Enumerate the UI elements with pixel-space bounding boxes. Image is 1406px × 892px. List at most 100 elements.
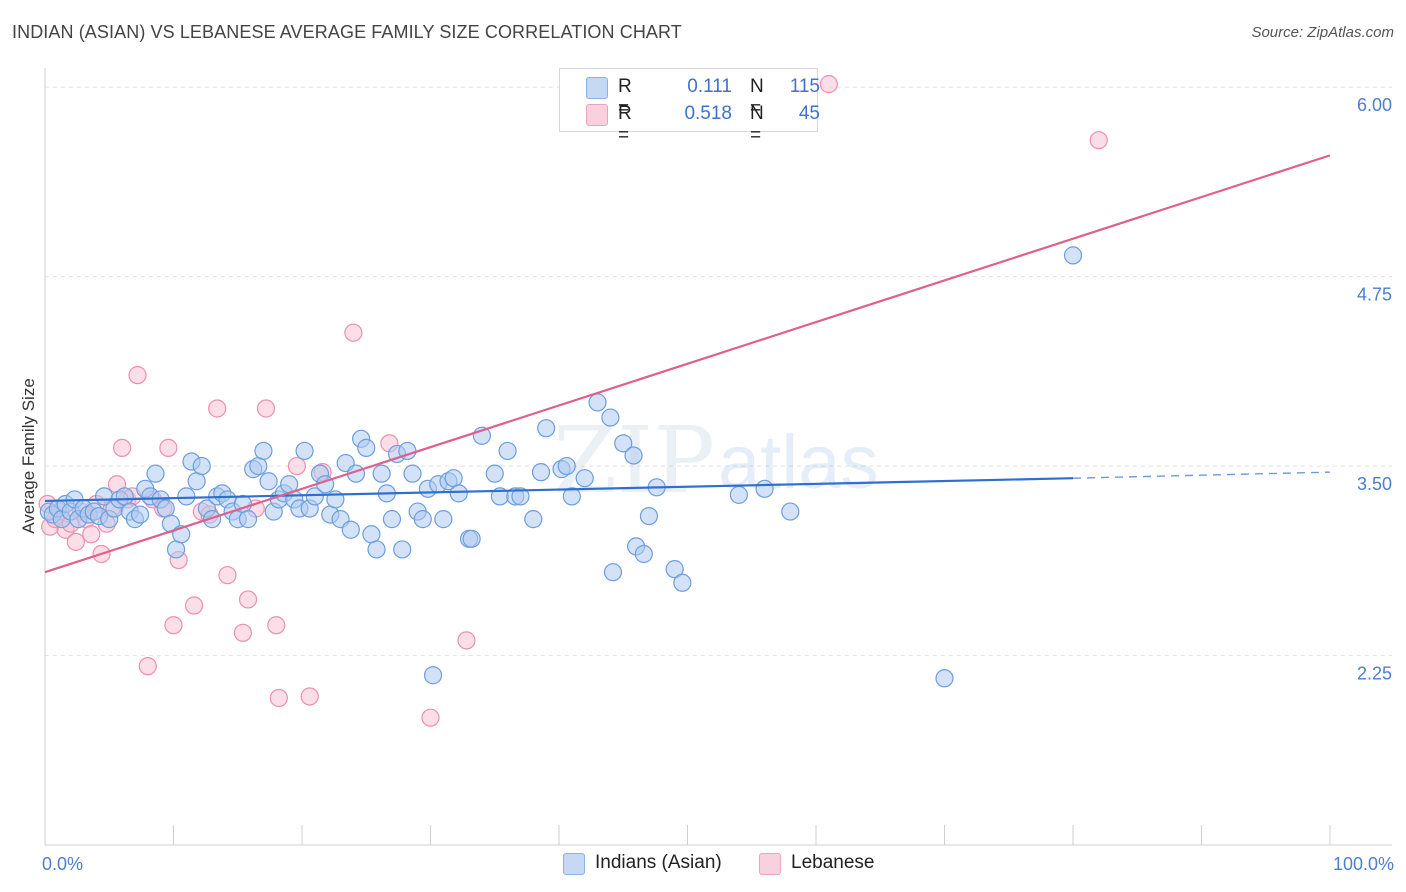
lebanese-point [457,631,476,650]
indians-point [357,438,376,457]
lebanese-point [218,566,237,585]
indians-point [130,505,150,524]
indians-point [362,525,381,544]
indians-point [781,502,800,521]
bottom-legend-label-indians: Indians (Asian) [595,852,722,873]
axes [44,68,1392,846]
indians-point [434,510,453,529]
indians-point [295,441,314,461]
y-tick-label: 4.75 [1357,285,1392,305]
indians-point [639,506,659,526]
indians-point [614,434,633,453]
indians-point [254,441,273,461]
y-tick-label: 6.00 [1357,95,1392,115]
indians-point [156,499,175,518]
indians-point [413,510,432,529]
legend-n-value: 115 [789,76,820,97]
lebanese-point [138,657,157,676]
bottom-legend-label-lebanese: Lebanese [791,852,875,873]
lebanese-point [164,616,183,635]
lebanese-point [112,438,132,457]
indians-point [192,456,211,476]
indians-point [403,464,422,483]
indians-point [367,540,386,559]
chart-title: INDIAN (ASIAN) VS LEBANESE AVERAGE FAMIL… [12,22,682,42]
legend-swatch-lebanese [586,104,608,126]
legend-n-value: 45 [798,103,820,124]
lebanese-point [238,590,258,609]
lebanese-trend-line [44,154,1331,574]
lebanese-point [267,616,286,635]
lebanese-point [233,623,252,642]
indians-point [531,463,551,482]
legend-n-label: N = [750,103,764,146]
y-tick-label: 2.25 [1357,664,1392,684]
lebanese-point [208,399,227,418]
indians-point [673,573,692,592]
indians-point [187,472,206,491]
indians-point [423,666,443,685]
source-label: Source: ZipAtlas.com [1251,24,1394,41]
indians-point [393,540,412,559]
legend-r-label: R = [618,76,632,119]
indians-point [634,544,653,564]
indians-point [601,408,620,427]
legend-r-value: 0.111 [687,76,732,97]
indians-point [524,510,543,529]
trend-lines [44,154,1331,574]
indians-point [382,510,402,529]
x-tick-label-end: 100.0% [1333,854,1394,874]
indians-point [146,464,165,483]
indians-point [511,487,530,506]
indians-point [372,464,391,483]
indians-point [624,446,643,465]
x-tick-label-start: 0.0% [42,854,83,874]
indians-point [449,484,468,503]
lebanese-point [256,399,276,418]
indians-point [935,669,954,688]
indians-point [444,469,463,488]
lebanese-point [159,438,178,457]
indians-point [462,529,481,548]
legend-r-value: 0.518 [684,103,732,124]
indians-point [557,456,576,476]
gridlines [45,86,1392,657]
indians-point [485,464,504,483]
indians-point [665,560,684,579]
indians-point [537,419,556,438]
lebanese-point [287,456,306,476]
lebanese-point [82,525,101,544]
lebanese-point [66,532,85,551]
lebanese-point [1089,131,1108,150]
indians-point [588,393,607,412]
lebanese-point [819,75,838,94]
bottom-legend-swatch-lebanese [759,853,781,875]
indians-point [498,441,517,461]
legend-n-label: N = [750,76,764,119]
indians-point [249,456,268,476]
tick-labels: 2.25 3.50 4.75 6.00 0.0% 100.0% [42,95,1394,874]
indians-trend-extension [1072,471,1331,479]
indians-point [166,540,186,559]
legend-swatch-indians [586,77,608,99]
lebanese-point [184,596,204,615]
indians-point [238,510,258,529]
indians-points [39,246,1083,688]
y-tick-label: 3.50 [1357,474,1392,494]
y-axis-title: Average Family Size [19,378,38,534]
legend-r-label: R = [618,103,632,146]
indians-point [305,487,324,506]
indians-trend-line [44,477,1074,503]
indians-point [1063,246,1083,265]
lebanese-point [344,323,363,342]
indians-point [603,563,623,582]
lebanese-point [128,366,147,385]
indians-point [115,487,134,506]
lebanese-point [300,687,319,706]
indians-point [259,472,278,491]
lebanese-point [269,688,288,708]
indians-point [575,469,594,488]
indians-point [341,520,360,539]
watermark: ZIP atlas [553,407,879,514]
